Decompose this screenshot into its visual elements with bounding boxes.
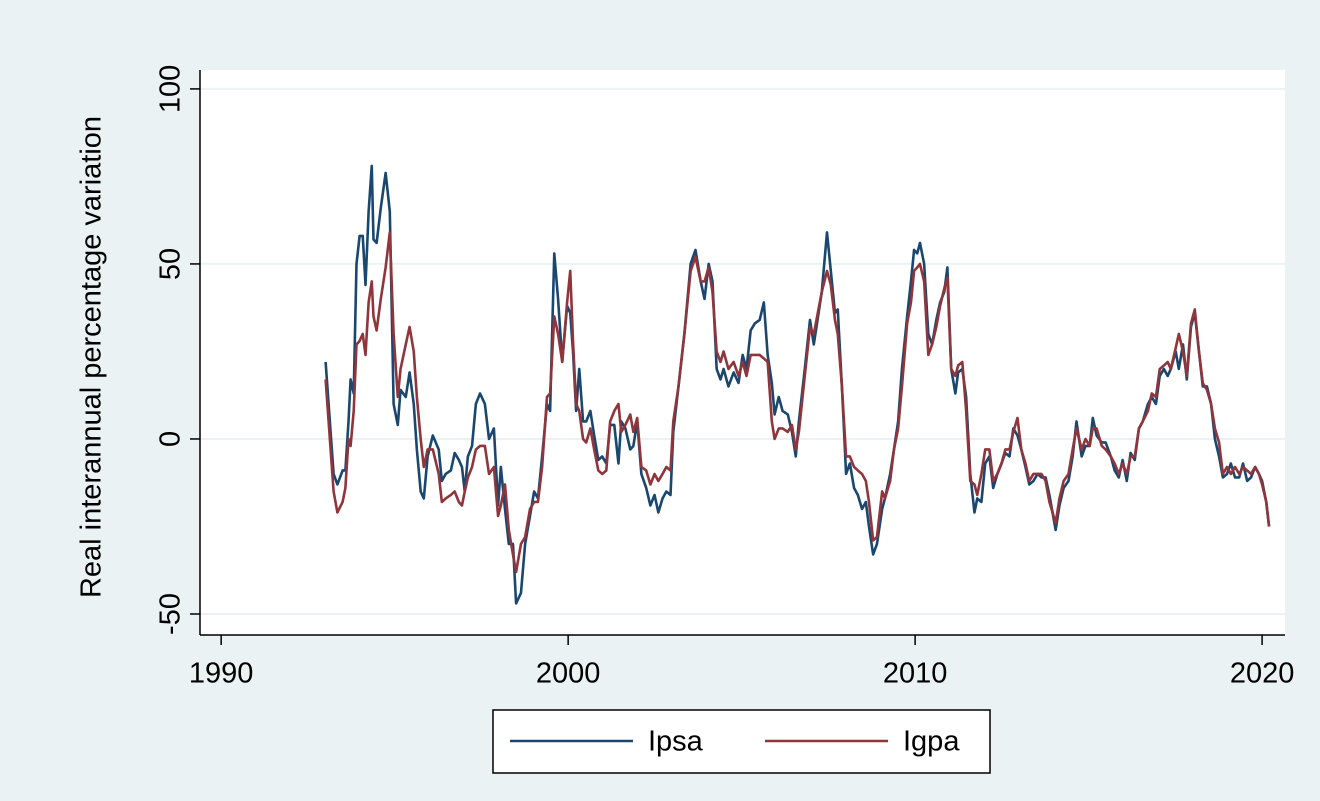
x-tick-label: 1990 <box>189 658 254 690</box>
x-tick-label: 2020 <box>1230 658 1295 690</box>
y-tick-label: 50 <box>155 248 187 280</box>
plot-area <box>200 70 1285 635</box>
legend-label: Ipsa <box>648 726 704 758</box>
y-axis-title: Real interannual percentage variation <box>76 116 108 598</box>
y-tick-label: 100 <box>155 65 187 113</box>
x-tick-label: 2010 <box>883 658 948 690</box>
y-tick-label: 0 <box>155 431 187 447</box>
legend-label: Igpa <box>903 726 960 758</box>
y-tick-label: -50 <box>155 593 187 635</box>
x-tick-label: 2000 <box>536 658 601 690</box>
series-line <box>324 231 1271 574</box>
